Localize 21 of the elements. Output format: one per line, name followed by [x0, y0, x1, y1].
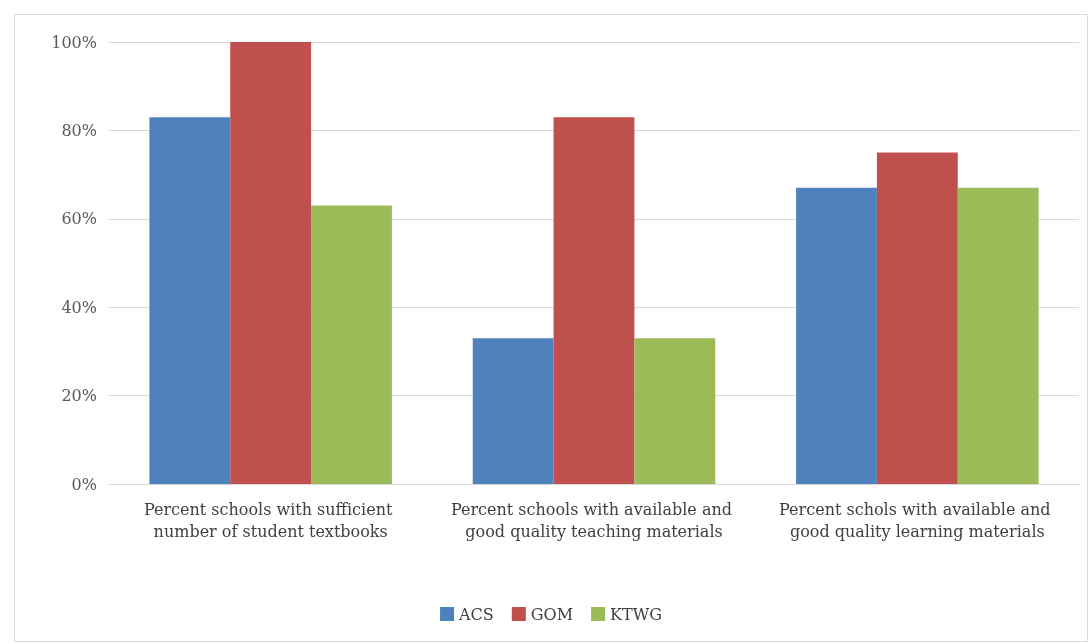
- x-tick-label: Percent schools with available and good quality teaching materials: [450, 499, 738, 541]
- bar: [230, 42, 312, 484]
- bar: [553, 117, 635, 484]
- legend-label: GOM: [530, 604, 574, 624]
- bar: [634, 338, 716, 484]
- x-tick-label: Percent schools with sufficient number of student textbooks: [143, 499, 398, 541]
- bar: [149, 117, 231, 484]
- bar: [311, 205, 392, 484]
- legend-label: ACS: [458, 604, 494, 624]
- y-tick-label: 40%: [61, 297, 97, 317]
- x-tick-label: Percent schols with available and good quality learning materials: [779, 499, 1056, 541]
- legend-label: KTWG: [610, 604, 662, 624]
- bar: [876, 152, 958, 484]
- bar: [472, 338, 554, 484]
- y-tick-label: 80%: [61, 120, 97, 140]
- bar: [796, 187, 877, 484]
- y-tick-label: 20%: [61, 386, 97, 406]
- y-tick-label: 60%: [61, 209, 97, 229]
- bar: [957, 187, 1039, 484]
- y-tick-label: 100%: [51, 32, 97, 52]
- y-tick-label: 0%: [71, 474, 97, 494]
